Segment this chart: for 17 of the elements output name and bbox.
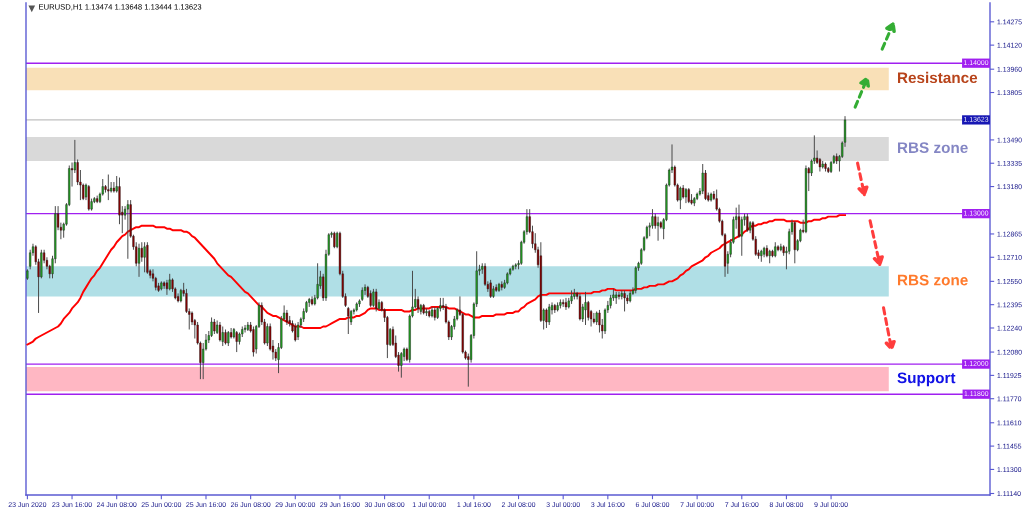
candlestick bbox=[126, 199, 129, 260]
band-label: RBS zone bbox=[898, 142, 968, 154]
band-label: Support bbox=[897, 372, 956, 387]
candlestick bbox=[548, 303, 551, 326]
candlestick bbox=[584, 291, 587, 326]
candlestick bbox=[252, 326, 255, 358]
candlestick bbox=[297, 321, 300, 341]
candlestick bbox=[243, 324, 247, 333]
line-series bbox=[26, 214, 846, 346]
candlestick bbox=[634, 265, 637, 294]
candlestick bbox=[592, 312, 595, 324]
band-label: RBS zone bbox=[898, 274, 968, 286]
candlestick bbox=[400, 351, 403, 379]
band-label: Resistance bbox=[898, 71, 978, 84]
candlestick bbox=[545, 307, 548, 329]
candlestick bbox=[266, 322, 269, 347]
candlestick bbox=[137, 243, 141, 278]
